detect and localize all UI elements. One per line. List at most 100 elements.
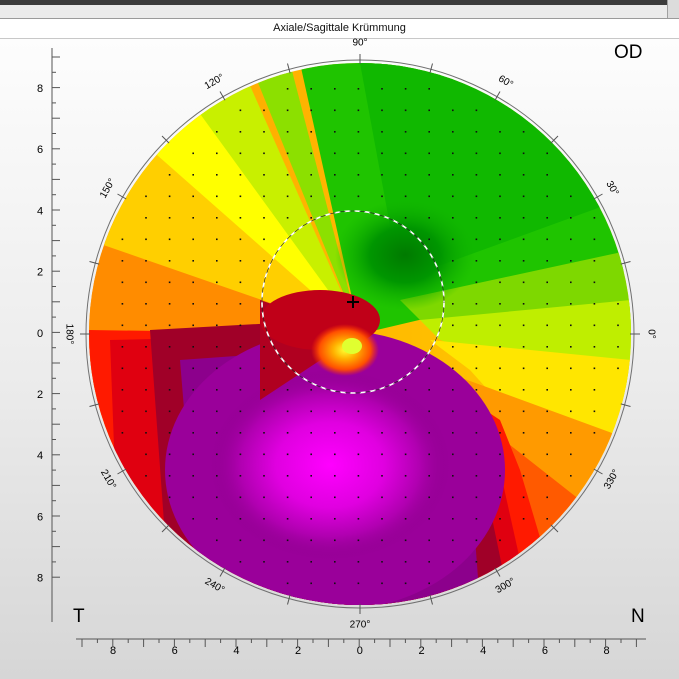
measurement-dot [404,109,407,112]
measurement-dot [263,217,265,219]
measurement-dot [263,238,265,241]
measurement-dot [263,389,265,391]
measurement-dot [546,238,548,241]
measurement-dot [428,582,430,585]
measurement-dot [286,195,289,198]
measurement-dot [334,410,336,413]
measurement-dot [216,496,218,499]
measurement-dot [404,217,407,219]
measurement-dot [404,88,407,90]
measurement-dot [475,281,478,284]
measurement-dot [475,324,478,327]
measurement-dot [499,174,501,176]
measurement-dot [168,496,171,499]
measurement-dot [546,496,548,499]
meridian-label: 30° [603,179,620,198]
measurement-dot [475,496,478,499]
measurement-dot [475,346,478,348]
measurement-dot [570,453,572,456]
measurement-dot [168,324,171,327]
measurement-dot [263,561,265,563]
measurement-dot [239,410,242,413]
measurement-dot [121,432,124,434]
measurement-dot [475,195,478,198]
measurement-dot [334,432,336,434]
color-map [89,63,631,605]
meridian-tick [89,403,100,407]
measurement-dot [263,496,265,499]
meridian-ticks [80,54,640,614]
measurement-dot [216,238,218,241]
measurement-dot [593,410,596,413]
measurement-dot [499,217,501,219]
measurement-dot [145,217,147,219]
measurement-dot [452,367,454,370]
measurement-dot [522,131,525,133]
measurement-dot [286,561,289,563]
measurement-dot [216,131,218,133]
measurement-dot [499,260,501,262]
measurement-dot [499,238,501,241]
measurement-dot [428,195,430,198]
measurement-dot [286,217,289,219]
measurement-dot [452,195,454,198]
measurement-dot [475,410,478,413]
meridian-tick [219,567,226,577]
measurement-dot [404,518,407,520]
measurement-dot [428,217,430,219]
measurement-dot [263,131,265,133]
measurement-dot [192,303,194,305]
measurement-dot [381,475,383,477]
measurement-dot [522,496,525,499]
measurement-dots [121,88,619,585]
measurement-dot [499,152,501,155]
measurement-dot [475,303,478,305]
measurement-dot [522,410,525,413]
window-resize-edge[interactable] [667,0,679,18]
measurement-dot [452,174,454,176]
measurement-dot [239,496,242,499]
meridian-label: 210° [98,468,118,491]
measurement-dot [593,217,596,219]
measurement-dot [216,453,218,456]
measurement-dot [145,410,147,413]
measurement-dot [145,453,147,456]
measurement-dot [404,174,407,176]
measurement-dot [593,281,596,284]
measurement-dot [404,195,407,198]
measurement-dot [381,152,383,155]
measurement-dot [216,281,218,284]
measurement-dot [357,518,360,520]
measurement-dot [593,346,596,348]
x-tick-label: 2 [418,645,424,657]
measurement-dot [286,88,289,90]
measurement-dot [381,109,383,112]
measurement-dot [428,131,430,133]
measurement-dot [239,324,242,327]
window-top-strip [0,0,679,19]
measurement-dot [286,109,289,112]
measurement-dot [216,367,218,370]
measurement-dot [499,453,501,456]
meridian-label: 120° [203,72,226,92]
measurement-dot [404,432,407,434]
meridian-label: 60° [496,73,515,90]
measurement-dot [168,453,171,456]
measurement-dot [121,281,124,284]
measurement-dot [216,303,218,305]
measurement-dot [239,346,242,348]
measurement-dot [263,475,265,477]
measurement-dot [570,410,572,413]
measurement-dot [192,324,194,327]
measurement-dot [404,475,407,477]
measurement-dot [404,453,407,456]
measurement-dot [145,432,147,434]
measurement-dot [522,475,525,477]
measurement-dot [263,410,265,413]
measurement-dot [428,88,430,90]
measurement-dot [546,346,548,348]
x-tick-label: 2 [295,645,301,657]
measurement-dot [239,152,242,155]
measurement-dot [286,174,289,176]
